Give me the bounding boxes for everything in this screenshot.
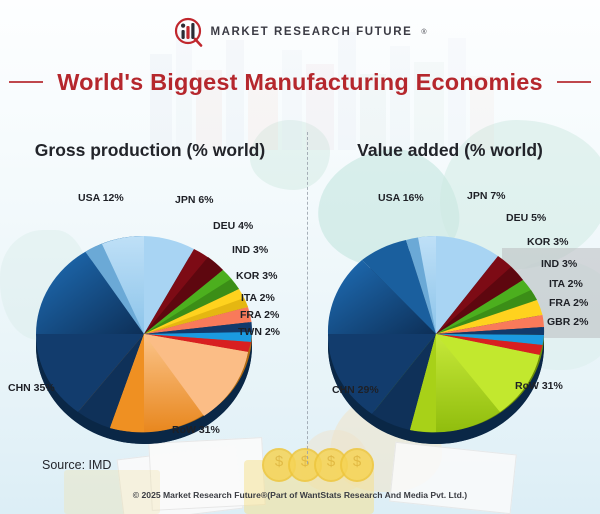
chart-title-gross-production: Gross production (% world) <box>34 140 266 160</box>
slice-label-row: RoW 31% <box>515 380 563 392</box>
title-rule-right <box>556 81 591 83</box>
slice-label-ita: ITA 2% <box>241 292 275 304</box>
registered-mark: ® <box>421 28 427 36</box>
source-note: Source: IMD <box>42 458 112 472</box>
pie-chart-value-added <box>310 194 572 444</box>
slice-label-kor: KOR 3% <box>236 270 278 282</box>
slice-label-jpn: JPN 6% <box>175 194 214 206</box>
panel-divider <box>307 132 308 464</box>
slice-label-fra: FRA 2% <box>240 309 280 321</box>
slice-label-deu: DEU 5% <box>506 212 547 224</box>
brand-logo-text: MARKET RESEARCH FUTURE <box>210 26 413 38</box>
slice-label-gbr: GBR 2% <box>547 316 589 328</box>
slice-label-ind: IND 3% <box>541 258 578 270</box>
copyright-note: © 2025 Market Research Future®(Part of W… <box>132 490 468 500</box>
slice-label-jpn: JPN 7% <box>467 190 506 202</box>
slice-label-ita: ITA 2% <box>549 278 583 290</box>
slice-label-deu: DEU 4% <box>213 220 254 232</box>
title-rule-left <box>9 81 44 83</box>
brand-logo: MARKET RESEARCH FUTURE ® <box>0 12 600 52</box>
slice-label-kor: KOR 3% <box>527 236 569 248</box>
slice-label-row: RoW 31% <box>172 424 220 436</box>
page-title: World's Biggest Manufacturing Economies <box>57 68 543 95</box>
slice-label-ind: IND 3% <box>232 244 269 256</box>
chart-panel-value-added: Value added (% world) <box>300 132 600 462</box>
slice-label-chn: CHN 35% <box>8 382 55 394</box>
slice-label-usa: USA 16% <box>378 192 424 204</box>
slice-label-fra: FRA 2% <box>549 297 589 309</box>
pie-chart-gross-production <box>18 194 280 444</box>
slice-label-usa: USA 12% <box>78 192 124 204</box>
page-title-row: World's Biggest Manufacturing Economies <box>0 62 600 102</box>
chart-title-value-added: Value added (% world) <box>357 140 543 160</box>
bar-chart-magnifier-logo-icon <box>173 17 203 47</box>
slice-label-twn: TWN 2% <box>238 326 280 338</box>
chart-panel-gross-production: Gross production (% world) <box>0 132 300 462</box>
slice-label-chn: CHN 29% <box>332 384 379 396</box>
